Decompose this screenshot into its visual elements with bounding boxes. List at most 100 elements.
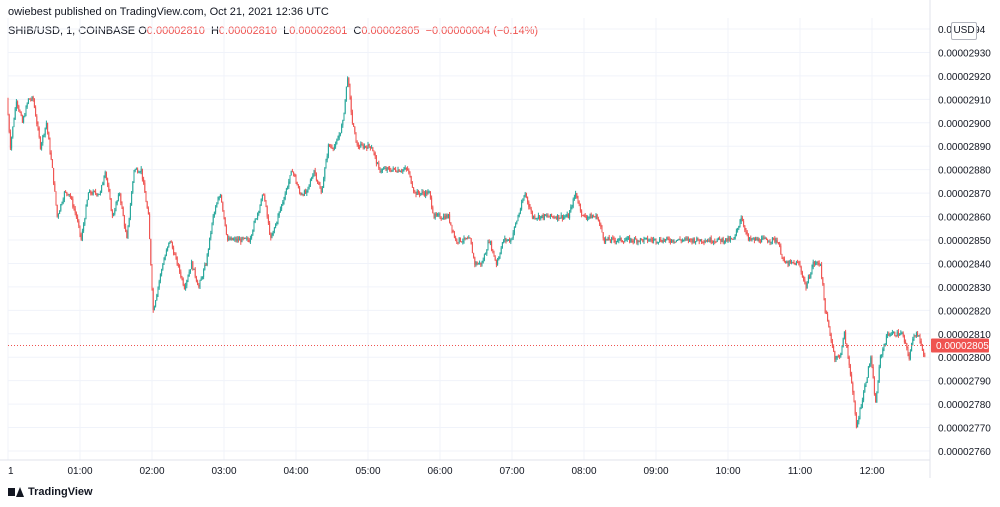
candle-body	[368, 144, 370, 147]
candle-body	[45, 123, 47, 128]
candle-body	[273, 227, 275, 231]
candle-body	[585, 217, 587, 219]
candle-body	[156, 294, 158, 301]
candle-body	[440, 218, 442, 220]
candle-body	[651, 239, 653, 241]
candle-body	[689, 238, 691, 241]
candle-body	[745, 230, 747, 232]
candle-body	[518, 213, 520, 217]
candle-body	[497, 259, 499, 265]
candle-body	[444, 215, 446, 220]
candle-body	[169, 241, 171, 243]
candle-body	[770, 241, 772, 243]
candle-body	[779, 244, 781, 246]
candle-body	[387, 167, 389, 169]
candle-body	[301, 194, 303, 196]
candle-body	[99, 191, 101, 194]
candle-body	[266, 206, 268, 217]
y-tick-label: 0.00002760	[938, 447, 991, 458]
candle-body	[126, 230, 128, 239]
candle-body	[433, 213, 435, 218]
tradingview-footer[interactable]: TradingView	[8, 486, 93, 498]
candle-body	[696, 237, 698, 242]
candle-body	[215, 207, 217, 213]
candle-body	[199, 280, 201, 287]
candle-body	[198, 285, 200, 287]
y-tick-label: 0.00002920	[938, 72, 991, 83]
candle-body	[711, 242, 713, 244]
candle-body	[168, 242, 170, 247]
candle-body	[566, 214, 568, 217]
candle-body	[158, 281, 160, 288]
candle-body	[606, 238, 608, 240]
candle-body	[127, 226, 129, 239]
candle-body	[392, 167, 394, 170]
candle-body	[470, 238, 472, 245]
x-tick-label: 1	[8, 466, 14, 477]
candle-body	[257, 213, 259, 219]
candle-body	[390, 170, 392, 172]
candle-body	[512, 232, 514, 238]
candle-body	[719, 237, 721, 239]
candle-body	[135, 168, 137, 170]
candle-body	[152, 289, 154, 311]
candle-body	[468, 237, 470, 239]
candle-body	[296, 182, 298, 186]
candle-body	[804, 279, 806, 283]
candle-body	[714, 241, 716, 243]
y-tick-label: 0.00002930	[938, 48, 991, 59]
candle-body	[785, 261, 787, 264]
candle-body	[731, 238, 733, 240]
currency-badge[interactable]: USD	[951, 22, 977, 40]
candle-body	[398, 169, 400, 172]
candle-body	[595, 214, 597, 217]
close-value: 0.00002805	[361, 25, 420, 37]
y-tick-label: 0.00002790	[938, 377, 991, 388]
candle-body	[43, 134, 45, 136]
candle-body	[313, 170, 315, 176]
candle-body	[120, 193, 122, 203]
candle-body	[98, 193, 100, 195]
candle-body	[560, 215, 562, 218]
candle-body	[319, 184, 321, 189]
candle-body	[848, 357, 850, 366]
candle-body	[559, 217, 561, 219]
candle-body	[685, 238, 687, 240]
candle-body	[690, 238, 692, 240]
candle-body	[408, 169, 410, 173]
tradingview-brand: TradingView	[28, 486, 93, 498]
candle-body	[602, 232, 604, 239]
candle-body	[219, 194, 221, 198]
candle-body	[573, 196, 575, 200]
candle-body	[620, 237, 622, 242]
candle-body	[129, 205, 131, 218]
candle-body	[746, 231, 748, 235]
candle-body	[924, 355, 926, 357]
candle-body	[187, 276, 189, 281]
candle-body	[245, 237, 247, 239]
candle-body	[161, 269, 163, 275]
candle-body	[101, 185, 103, 192]
candle-body	[777, 242, 779, 245]
candle-body	[427, 191, 429, 195]
candle-body	[643, 238, 645, 242]
candle-body	[637, 240, 639, 243]
candle-body	[835, 358, 837, 360]
candle-body	[701, 239, 703, 242]
candle-body	[475, 262, 477, 265]
candle-body	[567, 214, 569, 219]
candle-body	[25, 106, 27, 116]
candle-body	[295, 176, 297, 183]
candle-body	[531, 211, 533, 218]
candle-body	[7, 99, 9, 116]
candle-body	[737, 228, 739, 231]
candle-body	[108, 185, 110, 192]
candle-body	[895, 335, 897, 337]
candle-body	[716, 239, 718, 242]
candle-body	[78, 220, 80, 226]
candle-body	[558, 215, 560, 219]
candle-body	[885, 335, 887, 344]
candle-body	[631, 238, 633, 241]
candle-body	[860, 406, 862, 409]
